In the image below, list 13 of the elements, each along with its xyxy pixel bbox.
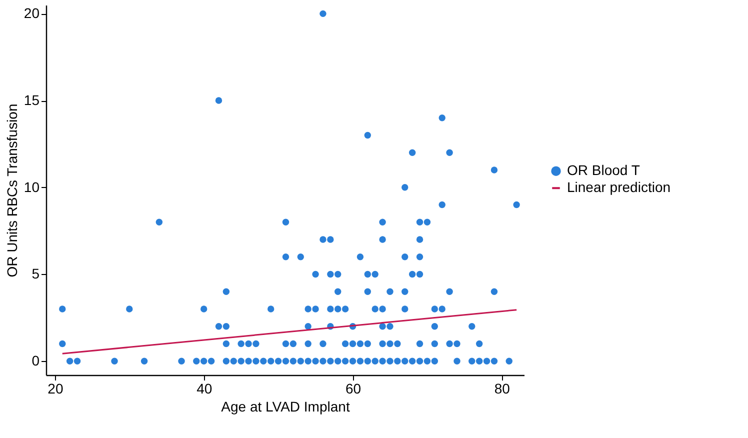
x-tick-label: 40 (196, 380, 212, 396)
legend-label: OR Blood T (567, 162, 640, 178)
y-tick-label: 0 (32, 352, 40, 369)
y-tick-label: 10 (24, 178, 40, 195)
y-tick-label: 15 (24, 92, 40, 108)
x-tick-label: 80 (494, 380, 510, 396)
y-axis-title: OR Units RBCs Transfusion (4, 104, 20, 278)
y-tick-label: 5 (32, 266, 40, 282)
x-tick-label: 20 (48, 380, 64, 396)
x-axis-title: Age at LVAD Implant (221, 398, 350, 414)
y-tick-label: 20 (24, 5, 40, 22)
legend-label: Linear prediction (567, 179, 671, 196)
x-tick-label: 60 (345, 380, 362, 396)
